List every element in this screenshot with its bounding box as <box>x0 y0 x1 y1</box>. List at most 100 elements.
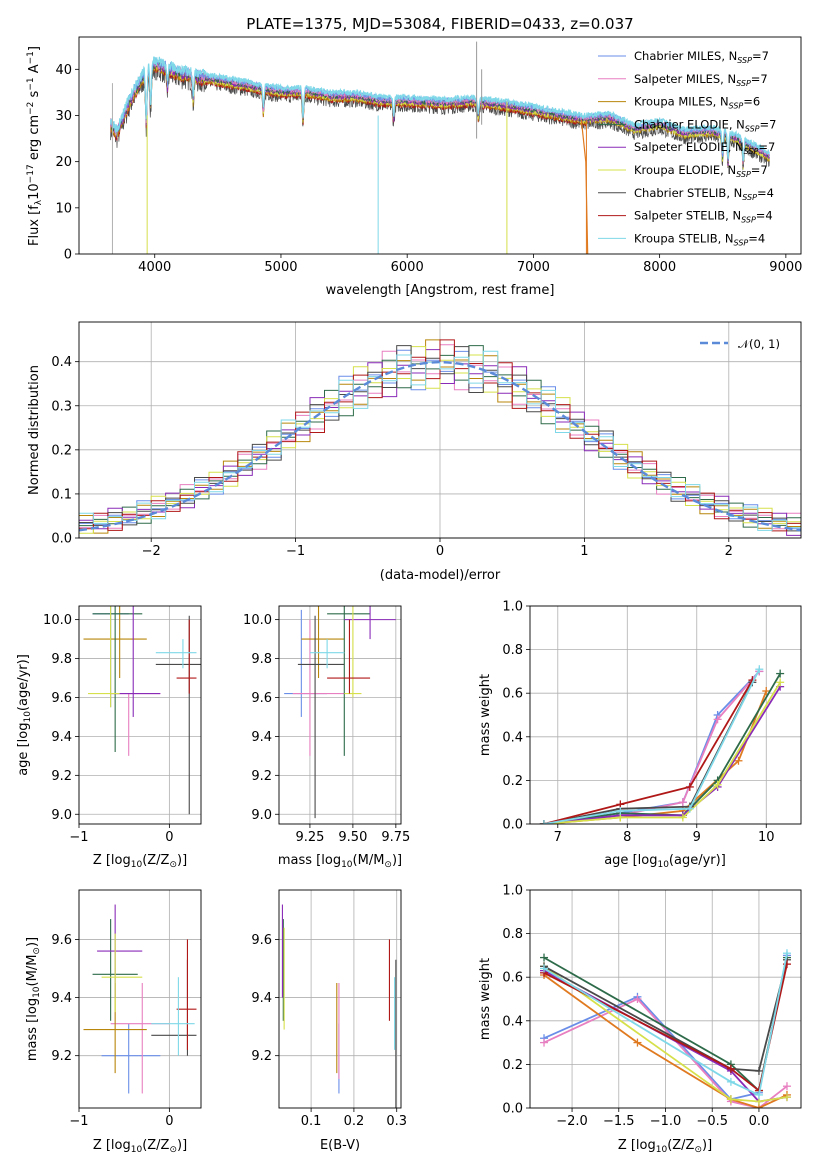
y-tick-label: 9.8 <box>251 652 272 667</box>
x-tick-label: 7 <box>554 830 562 845</box>
y-tick-label: 0.3 <box>51 399 72 414</box>
y-tick-label: 10 <box>55 201 72 216</box>
x-tick-label: 0.0 <box>749 1114 770 1129</box>
weight-marker <box>616 806 625 815</box>
weight-line-9 <box>543 668 761 824</box>
y-tick-label: 0.8 <box>502 927 523 942</box>
x-tick-label: −2.0 <box>556 1114 588 1129</box>
y-tick-label: 0.1 <box>51 487 72 502</box>
x-tick-label: −1 <box>286 544 305 559</box>
weight-line-3 <box>543 690 768 824</box>
y-tick-label: 0.0 <box>51 532 72 547</box>
plot-area <box>110 41 770 254</box>
weight-line-7 <box>543 681 754 824</box>
weight-marker <box>754 1066 763 1075</box>
y-tick-label: 40 <box>55 63 72 78</box>
y-tick-label: 9.4 <box>251 730 272 745</box>
axes-age-weight: 7 8 9 10 0.0 0.2 0.4 0.6 0.8 1.0 age [log10(age/yr… <box>478 600 802 870</box>
weight-line-6 <box>543 681 781 824</box>
x-axis-label: Z [log10(Z/Z⊙)] <box>93 1138 187 1155</box>
weight-marker <box>726 1064 735 1073</box>
weight-marker <box>762 687 771 696</box>
y-tick-label: 0.4 <box>502 730 523 745</box>
y-tick-label: 9.0 <box>251 808 272 823</box>
weight-marker <box>776 669 785 678</box>
weight-marker <box>685 804 694 813</box>
x-tick-label: 5000 <box>264 260 297 275</box>
legend-entry: Chabrier ELODIE, NSSP=7 <box>634 117 776 133</box>
legend-entry: 𝒩(0, 1) <box>738 337 780 351</box>
x-tick-label: 4000 <box>138 260 171 275</box>
x-tick-label: 0 <box>165 1114 173 1129</box>
axes-z-weight: −2.0 −1.5 −1.0 −0.5 0.0 0.0 0.2 0.4 0.6 0.8 1.0 Z [… <box>478 884 802 1155</box>
y-tick-label: 0.4 <box>502 1014 523 1029</box>
normal-curve <box>79 360 801 532</box>
weight-line-6 <box>543 965 788 1103</box>
plot-area <box>540 949 791 1108</box>
weight-marker <box>633 995 642 1003</box>
weight-marker <box>726 1095 735 1104</box>
figure-title: PLATE=1375, MJD=53084, FIBERID=0433, z=0… <box>246 15 633 33</box>
x-tick-label: −2 <box>142 544 161 559</box>
legend-entry: Salpeter STELIB, NSSP=4 <box>634 209 773 225</box>
y-tick-label: 1.0 <box>502 600 523 615</box>
axes-mass-age: 9.25 9.50 9.75 9.0 9.2 9.4 9.6 9.8 10.0 mass [log… <box>243 605 410 870</box>
x-tick-label: 9000 <box>769 260 802 275</box>
y-tick-label: 0.2 <box>51 443 72 458</box>
weight-marker <box>539 820 548 824</box>
legend-entry: Kroupa STELIB, NSSP=4 <box>634 231 765 247</box>
weight-marker <box>782 1082 791 1091</box>
x-tick-label: −1 <box>69 830 88 845</box>
plot-area <box>539 665 785 824</box>
x-tick-label: −1 <box>69 1114 88 1129</box>
weight-marker <box>754 1090 763 1099</box>
axes-frame <box>78 889 202 1109</box>
y-tick-label: 0.6 <box>502 687 523 702</box>
x-axis-label: E(B-V) <box>320 1138 360 1153</box>
y-tick-label: 0.0 <box>502 818 523 833</box>
y-tick-label: 9.4 <box>51 730 72 745</box>
x-tick-label: 0 <box>436 544 444 559</box>
plot-area <box>83 606 201 815</box>
y-tick-label: 9.6 <box>251 691 272 706</box>
axes-ebv-mass: 0.1 0.2 0.3 9.2 9.4 9.6 E(B-V) <box>251 889 407 1153</box>
y-axis-label: Flux [fλ10−17 erg cm−2 s−1 A−1] <box>26 46 44 246</box>
weight-marker <box>782 1093 791 1102</box>
x-tick-label: 0.1 <box>301 1114 322 1129</box>
weight-line-9 <box>543 953 788 1097</box>
axes-frame <box>78 605 202 825</box>
weight-marker <box>782 949 791 958</box>
axes-z-age: −1 0 9.0 9.2 9.4 9.6 9.8 10.0 Z [log10(Z/Z⊙)] age… <box>16 605 202 870</box>
weight-marker <box>633 1038 642 1047</box>
weight-marker <box>713 715 722 724</box>
y-tick-label: 20 <box>55 155 72 170</box>
x-tick-label: 10 <box>758 830 775 845</box>
axes-frame <box>529 889 802 1109</box>
y-tick-label: 10.0 <box>243 613 272 628</box>
spectrum-drop <box>580 120 589 254</box>
axes-frame <box>278 889 402 1109</box>
x-tick-label: 0.2 <box>344 1114 365 1129</box>
weight-line-2 <box>543 670 760 824</box>
x-axis-label: Z [log10(Z/Z⊙)] <box>618 1138 712 1155</box>
y-tick-label: 9.0 <box>51 808 72 823</box>
plot-area <box>281 904 397 1108</box>
x-tick-label: 8000 <box>643 260 676 275</box>
weight-line-7 <box>543 959 788 1072</box>
weight-marker <box>540 1038 549 1047</box>
weight-marker <box>713 780 722 789</box>
weight-line-8 <box>543 679 754 824</box>
y-tick-label: 9.2 <box>251 769 272 784</box>
x-tick-label: 7000 <box>517 260 550 275</box>
x-axis-label: (data-model)/error <box>380 568 501 583</box>
y-tick-label: 9.6 <box>251 933 272 948</box>
y-axis-label: mass weight <box>478 674 493 756</box>
y-tick-label: 9.8 <box>51 652 72 667</box>
y-tick-label: 0 <box>64 248 72 263</box>
y-axis-label: mass weight <box>478 958 493 1040</box>
spectrum-line-9 <box>110 56 770 162</box>
axes-z-mass: −1 0 9.2 9.4 9.6 Z [log10(Z/Z⊙)] mass [log10(M… <box>25 889 202 1155</box>
y-tick-label: 0.4 <box>51 355 72 370</box>
weight-marker <box>678 813 687 822</box>
